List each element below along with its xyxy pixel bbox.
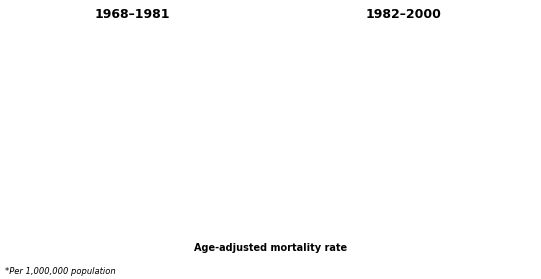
- Text: 1982–2000: 1982–2000: [365, 8, 441, 21]
- Text: Age-adjusted mortality rate: Age-adjusted mortality rate: [194, 243, 347, 253]
- Text: 1968–1981: 1968–1981: [95, 8, 170, 21]
- Text: *Per 1,000,000 population: *Per 1,000,000 population: [5, 267, 116, 276]
